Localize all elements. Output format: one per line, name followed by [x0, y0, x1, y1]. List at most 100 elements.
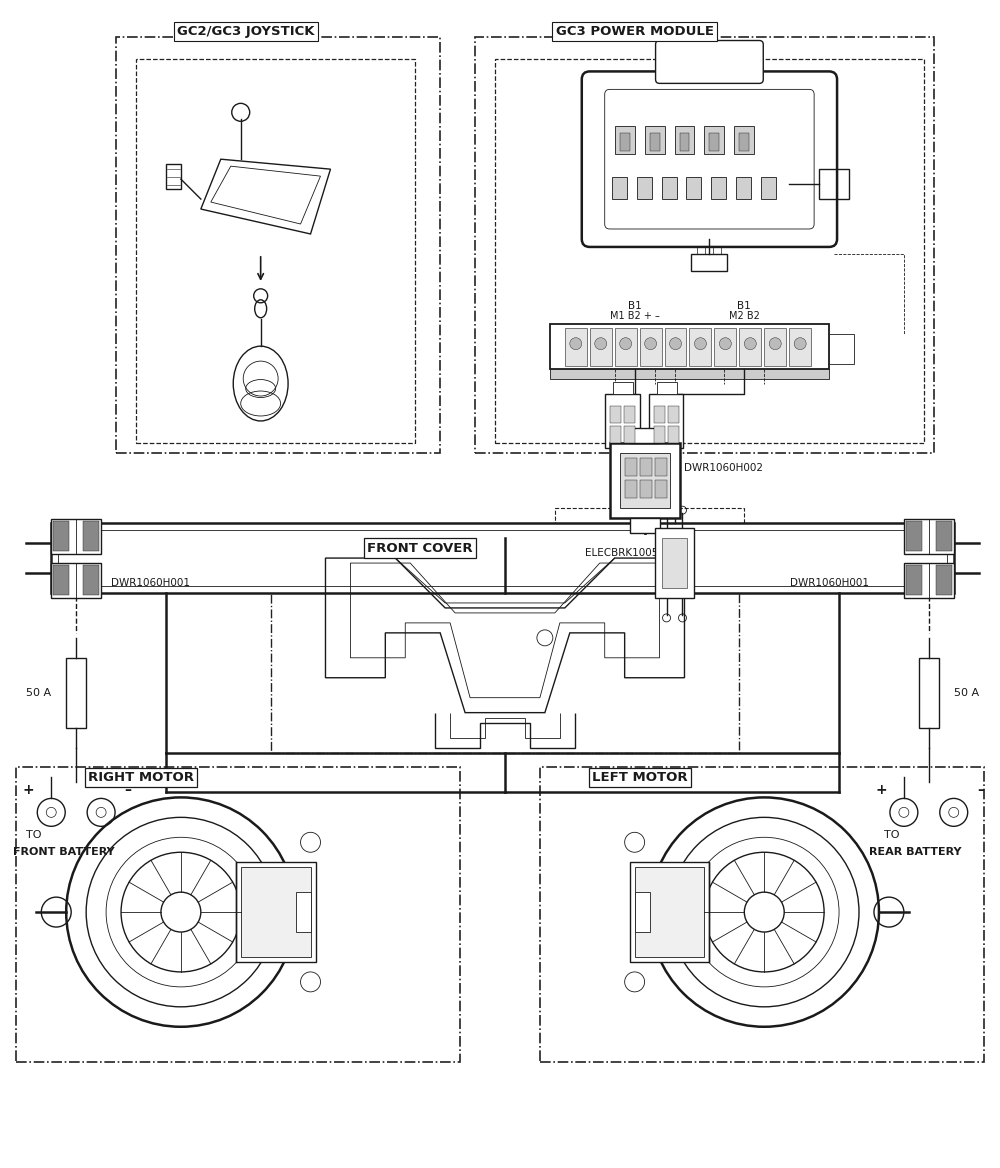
Bar: [635, 867, 704, 957]
Circle shape: [899, 807, 909, 818]
Bar: [550, 324, 829, 369]
Bar: [624, 426, 635, 444]
Text: –: –: [125, 784, 132, 798]
Bar: [655, 458, 667, 477]
Bar: [689, 328, 711, 366]
Circle shape: [694, 338, 706, 349]
Bar: [615, 126, 635, 154]
Bar: [640, 458, 652, 477]
Bar: [675, 126, 694, 154]
Bar: [714, 328, 736, 366]
Bar: [655, 528, 694, 598]
Bar: [637, 178, 652, 199]
Bar: [657, 382, 677, 394]
Bar: [625, 458, 637, 477]
Bar: [711, 178, 726, 199]
Text: 50 A: 50 A: [26, 688, 51, 697]
Circle shape: [96, 807, 106, 818]
FancyBboxPatch shape: [656, 41, 763, 83]
Bar: [615, 328, 637, 366]
Bar: [605, 394, 640, 449]
Circle shape: [620, 338, 632, 349]
Bar: [654, 426, 665, 444]
Bar: [630, 429, 660, 444]
Bar: [610, 406, 621, 424]
Bar: [686, 178, 701, 199]
Bar: [654, 406, 665, 424]
Bar: [645, 126, 665, 154]
Bar: [565, 328, 587, 366]
Bar: [624, 406, 635, 424]
Text: FRONT BATTERY: FRONT BATTERY: [13, 847, 115, 857]
Text: B1: B1: [628, 301, 642, 311]
Text: +: +: [23, 784, 34, 798]
Bar: [662, 538, 687, 588]
Circle shape: [794, 338, 806, 349]
FancyBboxPatch shape: [605, 90, 814, 229]
Bar: [936, 521, 952, 551]
Circle shape: [670, 338, 681, 349]
Circle shape: [949, 807, 959, 818]
Bar: [789, 328, 811, 366]
Text: FRONT COVER: FRONT COVER: [367, 542, 473, 555]
Text: REAR BATTERY: REAR BATTERY: [869, 847, 961, 857]
Bar: [640, 480, 652, 499]
Bar: [904, 563, 954, 598]
Bar: [630, 862, 709, 962]
Bar: [550, 369, 829, 378]
Circle shape: [645, 338, 657, 349]
Bar: [906, 565, 922, 595]
Bar: [241, 867, 311, 957]
Text: 50 A: 50 A: [954, 688, 979, 697]
Circle shape: [769, 338, 781, 349]
Bar: [904, 520, 954, 554]
Bar: [51, 563, 101, 598]
Circle shape: [595, 338, 607, 349]
Text: TO: TO: [26, 830, 42, 840]
Bar: [906, 521, 922, 551]
Bar: [829, 334, 854, 363]
Bar: [610, 444, 680, 519]
Text: M2 B2: M2 B2: [729, 311, 760, 321]
Text: –: –: [977, 784, 984, 798]
Bar: [680, 133, 689, 151]
Bar: [662, 178, 677, 199]
Text: +: +: [875, 784, 887, 798]
Circle shape: [570, 338, 582, 349]
Bar: [936, 565, 952, 595]
Circle shape: [719, 338, 731, 349]
Bar: [635, 892, 650, 932]
Bar: [919, 658, 939, 728]
Bar: [819, 169, 849, 199]
Bar: [620, 453, 670, 508]
Bar: [53, 565, 69, 595]
Bar: [590, 328, 612, 366]
Text: GC2/GC3 JOYSTICK: GC2/GC3 JOYSTICK: [177, 25, 314, 39]
Bar: [668, 426, 679, 444]
Bar: [620, 133, 630, 151]
Bar: [630, 519, 660, 533]
Bar: [668, 406, 679, 424]
Bar: [709, 133, 719, 151]
Bar: [691, 253, 727, 271]
Text: ELECBRK1005: ELECBRK1005: [585, 548, 658, 558]
Bar: [764, 328, 786, 366]
Bar: [650, 133, 660, 151]
Bar: [53, 521, 69, 551]
Bar: [613, 382, 633, 394]
Bar: [739, 328, 761, 366]
Bar: [610, 426, 621, 444]
Text: TO: TO: [884, 830, 899, 840]
Text: DWR1060H001: DWR1060H001: [111, 578, 190, 588]
Text: DWR1060H002: DWR1060H002: [684, 464, 763, 473]
Bar: [704, 126, 724, 154]
Bar: [58, 530, 947, 586]
Bar: [655, 480, 667, 499]
Text: B1: B1: [737, 301, 751, 311]
Bar: [736, 178, 751, 199]
Text: GC3 POWER MODULE: GC3 POWER MODULE: [556, 25, 714, 39]
Bar: [739, 133, 749, 151]
Bar: [665, 328, 686, 366]
FancyBboxPatch shape: [582, 71, 837, 246]
Bar: [51, 523, 954, 593]
